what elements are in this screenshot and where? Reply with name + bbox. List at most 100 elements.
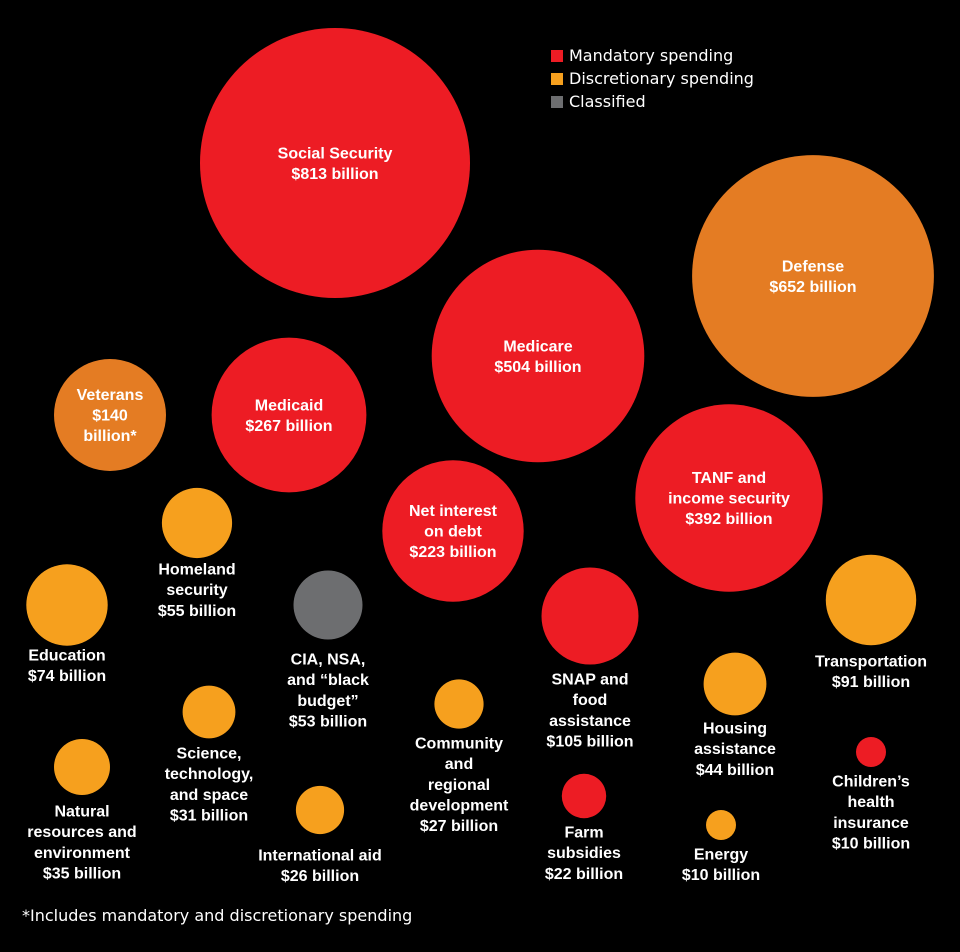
bubble-label-tanf-and-income-security: TANF and [692,470,766,487]
legend-label: Mandatory spending [569,46,734,65]
legend: Mandatory spending Discretionary spendin… [551,44,754,113]
footnote: *Includes mandatory and discretionary sp… [22,906,413,925]
bubble-label-veterans: Veterans [77,387,144,404]
legend-item-discretionary: Discretionary spending [551,67,754,90]
bubble-label-natural-resources-and-environment: Natural [54,804,109,821]
legend-swatch-classified [551,95,563,108]
bubble-label-housing-assistance: assistance [694,741,776,758]
bubble-energy: Energy $10 billion [682,810,760,884]
bubble-label-energy: $10 billion [682,867,760,884]
bubble-medicaid: Medicaid $267 billion [211,337,367,493]
bubble-label-defense: $652 billion [769,279,856,296]
bubble-label-medicaid: Medicaid [255,397,323,414]
bubble-label-snap-and-food-assistance: food [573,692,608,709]
bubble-label-education: $74 billion [28,668,106,685]
bubble-circle-veterans [54,359,166,471]
bubble-label-veterans: $140 [92,408,128,425]
bubble-label-cia-nsa-and-black-budget: budget” [297,693,358,710]
bubble-circle-science-technology-and-space [182,685,236,739]
bubble-label-tanf-and-income-security: $392 billion [685,511,772,528]
bubble-label-cia-nsa-and-black-budget: CIA, NSA, [291,652,366,669]
bubble-label-children-s-health-insurance: $10 billion [832,835,910,852]
bubble-label-homeland-security: Homeland [158,562,235,579]
bubble-defense: Defense $652 billion [692,155,934,397]
bubble-circle-social-security [200,28,470,298]
bubble-circle-snap-and-food-assistance [541,567,639,665]
legend-label: Discretionary spending [569,69,754,88]
bubble-label-net-interest-on-debt: Net interest [409,503,498,520]
bubble-transportation: Transportation $91 billion [815,554,927,691]
bubble-label-community-and-regional-development: regional [428,777,490,794]
bubble-circle-community-and-regional-development [434,679,484,729]
bubble-label-energy: Energy [694,847,748,864]
bubble-label-housing-assistance: Housing [703,721,767,738]
bubble-label-children-s-health-insurance: Children’s [832,774,910,791]
bubble-tanf-and-income-security: TANF and income security $392 billion [635,404,823,592]
bubble-label-natural-resources-and-environment: $35 billion [43,865,121,882]
bubble-circle-medicaid [211,337,367,493]
bubble-circle-farm-subsidies [561,773,607,819]
legend-label: Classified [569,92,646,111]
bubble-label-snap-and-food-assistance: SNAP and [551,672,628,689]
legend-swatch-mandatory [551,49,563,62]
bubble-label-community-and-regional-development: Community [415,736,503,753]
bubble-education: Education $74 billion [26,564,108,685]
bubble-circle-homeland-security [161,487,233,559]
bubble-label-medicare: $504 billion [494,359,581,376]
bubble-international-aid: International aid $26 billion [258,785,382,885]
bubble-label-science-technology-and-space: and space [170,787,248,804]
bubble-label-international-aid: International aid [258,848,382,865]
bubble-cia-nsa-and-black-budget: CIA, NSA, and “black budget” $53 billion [287,570,369,730]
bubble-label-farm-subsidies: $22 billion [545,866,623,883]
bubble-label-community-and-regional-development: development [410,797,509,814]
bubble-community-and-regional-development: Community and regional development $27 billi… [410,679,509,835]
bubble-label-homeland-security: security [166,582,227,599]
bubble-veterans: Veterans $140 billion* [54,359,166,471]
bubble-label-net-interest-on-debt: on debt [424,524,482,541]
bubble-housing-assistance: Housing assistance $44 billion [694,652,776,779]
bubble-circle-housing-assistance [703,652,767,716]
bubble-natural-resources-and-environment: Natural resources and environment $35 billi… [27,739,137,882]
bubble-farm-subsidies: Farm subsidies $22 billion [545,773,623,883]
bubble-label-tanf-and-income-security: income security [668,491,790,508]
bubble-label-veterans: billion* [83,428,137,445]
bubble-label-social-security: $813 billion [291,166,378,183]
bubble-circle-children-s-health-insurance [856,737,886,767]
bubble-social-security: Social Security $813 billion [200,28,470,298]
bubble-label-transportation: $91 billion [832,674,910,691]
bubble-net-interest-on-debt: Net interest on debt $223 billion [382,460,524,602]
bubble-label-net-interest-on-debt: $223 billion [409,544,496,561]
bubble-label-community-and-regional-development: $27 billion [420,818,498,835]
bubble-label-natural-resources-and-environment: environment [34,845,131,862]
bubble-medicare: Medicare $504 billion [431,249,645,463]
bubble-circle-education [26,564,108,646]
bubble-label-snap-and-food-assistance: $105 billion [546,733,633,750]
bubble-label-medicaid: $267 billion [245,418,332,435]
bubble-label-homeland-security: $55 billion [158,603,236,620]
legend-item-classified: Classified [551,90,754,113]
bubble-circle-net-interest-on-debt [382,460,524,602]
bubble-label-children-s-health-insurance: insurance [833,815,909,832]
bubble-homeland-security: Homeland security $55 billion [158,487,236,620]
bubble-label-farm-subsidies: subsidies [547,845,621,862]
bubble-label-natural-resources-and-environment: resources and [27,824,136,841]
legend-swatch-discretionary [551,72,563,85]
bubble-circle-medicare [431,249,645,463]
bubble-snap-and-food-assistance: SNAP and food assistance $105 billion [541,567,639,750]
bubble-label-science-technology-and-space: $31 billion [170,807,248,824]
bubble-label-social-security: Social Security [278,145,393,162]
bubble-label-science-technology-and-space: technology, [165,766,254,783]
bubble-label-housing-assistance: $44 billion [696,762,774,779]
bubble-label-international-aid: $26 billion [281,868,359,885]
bubble-label-cia-nsa-and-black-budget: and “black [287,672,369,689]
bubble-label-medicare: Medicare [503,338,572,355]
bubble-label-children-s-health-insurance: health [847,794,894,811]
bubble-label-transportation: Transportation [815,654,927,671]
bubble-label-defense: Defense [782,258,844,275]
bubble-circle-energy [706,810,736,840]
bubble-circle-natural-resources-and-environment [54,739,110,795]
bubble-circle-tanf-and-income-security [635,404,823,592]
bubble-label-education: Education [28,648,105,665]
bubble-science-technology-and-space: Science, technology, and space $31 billion [165,685,254,824]
